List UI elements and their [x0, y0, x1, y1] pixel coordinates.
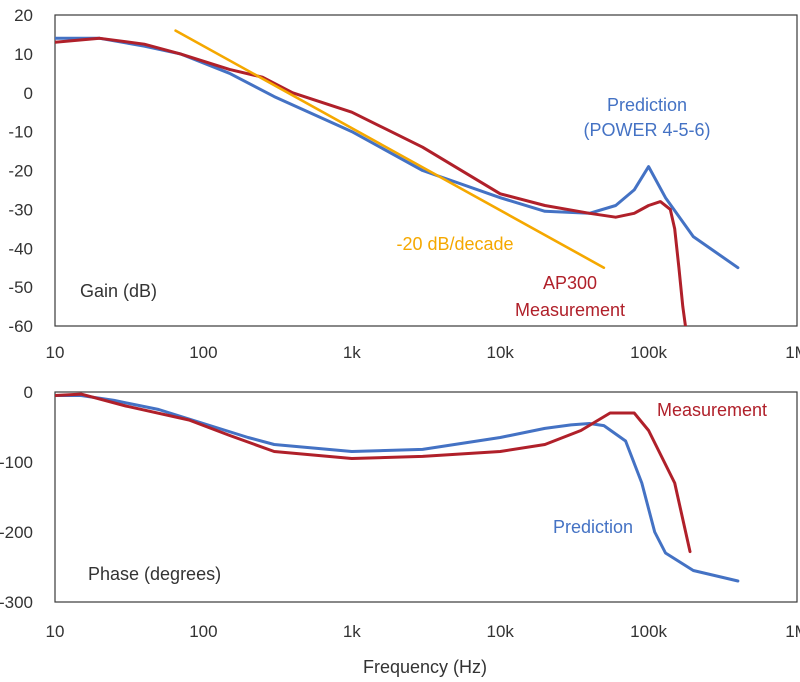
gain-y-tick-label: 10	[14, 45, 33, 64]
gain-measurement-line	[55, 36, 687, 326]
gain-y-tick-label: -60	[8, 317, 33, 336]
gain-y-tick-label: 0	[24, 84, 33, 103]
gain-panel: 20100-10-20-30-40-50-60101001k10k100k1MG…	[8, 6, 800, 362]
gain-measurement-label: AP300	[543, 273, 597, 293]
phase-x-tick-label: 1k	[343, 622, 361, 641]
gain-y-tick-label: -40	[8, 239, 33, 258]
phase-plot-frame	[54, 391, 798, 603]
gain-x-tick-label: 1k	[343, 343, 361, 362]
phase-y-tick-label: -100	[0, 453, 33, 472]
phase-y-tick-label: 0	[24, 383, 33, 402]
phase-x-tick-label: 100k	[630, 622, 667, 641]
gain-asymptote-line	[174, 29, 606, 269]
phase-prediction-label: Prediction	[553, 517, 633, 537]
gain-y-tick-label: -30	[8, 200, 33, 219]
phase-prediction-line	[55, 394, 740, 583]
gain-prediction-label: (POWER 4-5-6)	[583, 120, 710, 140]
gain-y-tick-label: 20	[14, 6, 33, 25]
gain-x-tick-label: 10	[46, 343, 65, 362]
gain-x-tick-label: 10k	[486, 343, 514, 362]
gain-asymptote-label: -20 dB/decade	[396, 234, 513, 254]
gain-y-tick-label: -10	[8, 123, 33, 142]
phase-x-tick-label: 100	[189, 622, 217, 641]
gain-measurement-label: Measurement	[515, 300, 625, 320]
gain-x-tick-label: 1M	[785, 343, 800, 362]
phase-x-tick-label: 10	[46, 622, 65, 641]
phase-y-axis-label: Phase (degrees)	[88, 564, 221, 584]
gain-y-axis-label: Gain (dB)	[80, 281, 157, 301]
phase-x-tick-label: 10k	[486, 622, 514, 641]
gain-plot-frame	[54, 14, 798, 327]
phase-y-tick-label: -300	[0, 593, 33, 612]
phase-x-tick-label: 1M	[785, 622, 800, 641]
phase-measurement-line	[55, 392, 692, 554]
gain-x-tick-label: 100	[189, 343, 217, 362]
gain-x-tick-label: 100k	[630, 343, 667, 362]
phase-panel: 0 -100 -200 -300 10 100 1k 10k 100k 1M Phase (degr…	[0, 383, 800, 677]
gain-y-tick-label: -20	[8, 162, 33, 181]
x-axis-label: Frequency (Hz)	[363, 657, 487, 677]
gain-y-tick-label: -50	[8, 278, 33, 297]
phase-y-tick-label: -200	[0, 523, 33, 542]
gain-prediction-label: Prediction	[607, 95, 687, 115]
phase-measurement-label: Measurement	[657, 400, 767, 420]
